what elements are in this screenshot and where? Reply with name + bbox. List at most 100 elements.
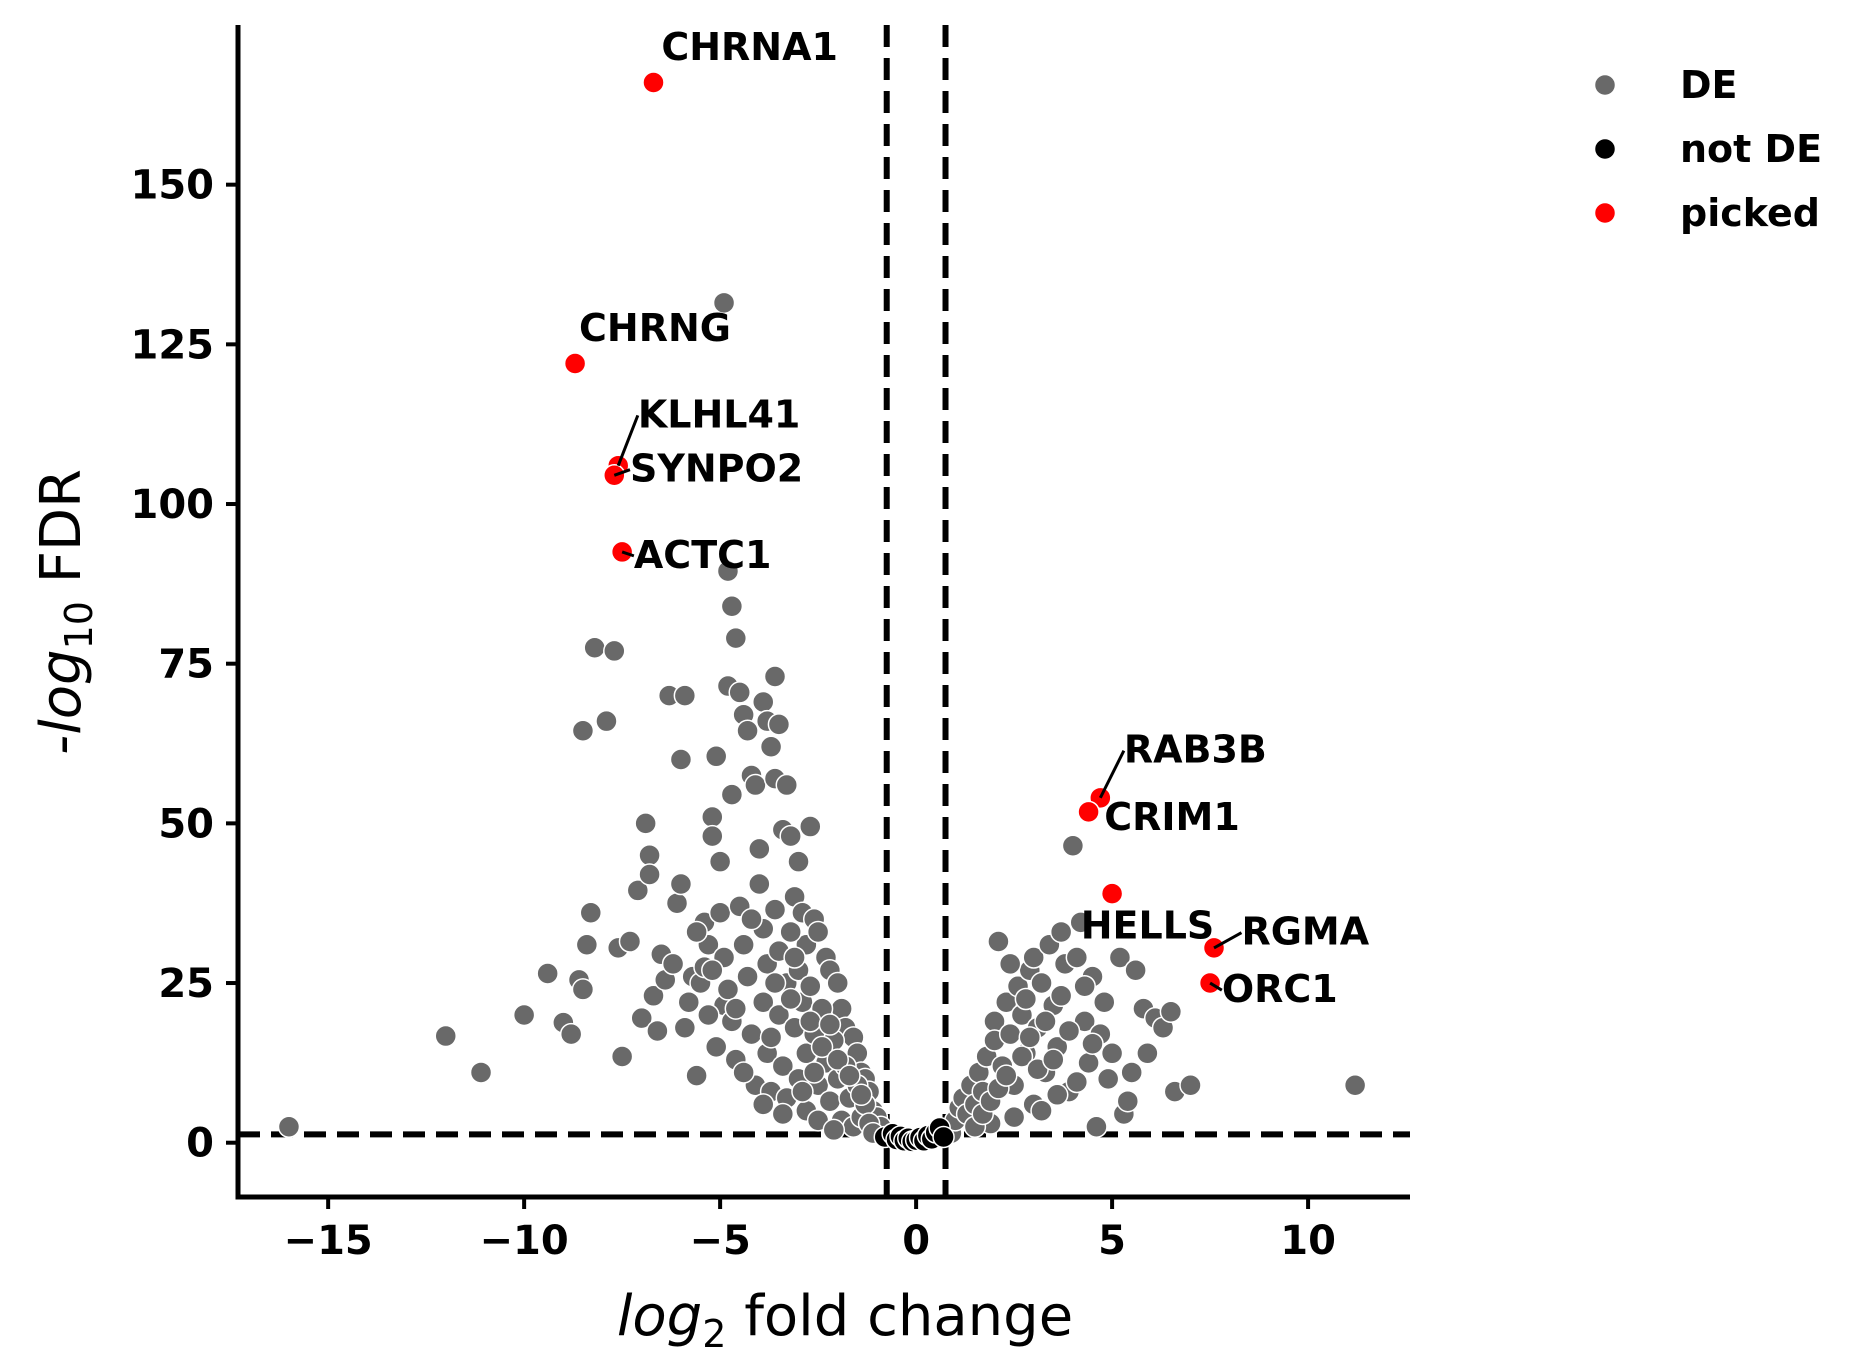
point-de-142 bbox=[810, 1035, 834, 1059]
gene-label-actc1: ACTC1 bbox=[634, 533, 772, 577]
legend-marker-not-de bbox=[1593, 137, 1617, 161]
point-de-106 bbox=[763, 898, 787, 921]
gene-label-rgma: RGMA bbox=[1241, 910, 1369, 954]
point-de-4 bbox=[536, 962, 559, 985]
point-de-22 bbox=[638, 863, 661, 886]
point-de-92 bbox=[716, 978, 740, 1001]
point-de-226 bbox=[1065, 1070, 1089, 1094]
point-de-30 bbox=[669, 748, 693, 771]
point-de-54 bbox=[736, 719, 759, 743]
point-de-181 bbox=[1030, 971, 1053, 995]
point-de-11 bbox=[583, 636, 606, 659]
point-picked-1 bbox=[563, 352, 587, 375]
point-de-57 bbox=[748, 837, 771, 861]
legend-marker-picked bbox=[1593, 201, 1617, 225]
y-tick-label: 150 bbox=[131, 163, 215, 209]
point-de-211 bbox=[1179, 1073, 1202, 1097]
point-de-153 bbox=[779, 987, 802, 1011]
axes bbox=[235, 25, 1410, 1200]
data-points bbox=[277, 71, 1367, 1153]
point-de-20 bbox=[634, 812, 657, 835]
x-axis-ticks: −15 −10 −5 0 5 10 bbox=[284, 1197, 1336, 1264]
point-de-32 bbox=[673, 684, 697, 707]
point-de-24 bbox=[646, 1019, 669, 1043]
point-de-61 bbox=[763, 665, 787, 688]
x-tick-label: −15 bbox=[284, 1218, 373, 1264]
x-axis-label: log2 fold change bbox=[617, 1284, 1073, 1356]
point-de-23 bbox=[642, 984, 665, 1008]
point-de-146 bbox=[732, 1061, 755, 1084]
point-de-46 bbox=[716, 559, 740, 583]
point-de-102 bbox=[751, 990, 775, 1014]
point-de-87 bbox=[673, 1016, 697, 1039]
point-de-137 bbox=[724, 997, 748, 1020]
y-tick-label: 125 bbox=[131, 322, 215, 368]
point-de-71 bbox=[799, 815, 822, 838]
point-de-6 bbox=[559, 1022, 583, 1046]
point-de-178 bbox=[1022, 946, 1045, 969]
point-de-47 bbox=[720, 594, 744, 618]
point-de-97 bbox=[736, 965, 759, 988]
y-axis-label: -log10 FDR bbox=[29, 469, 101, 755]
annotation-line-synpo2 bbox=[613, 468, 631, 477]
point-de-2 bbox=[469, 1061, 493, 1084]
point-picked-7 bbox=[1100, 882, 1124, 905]
point-de-42 bbox=[704, 745, 728, 768]
point-de-223 bbox=[1042, 1048, 1065, 1071]
point-de-218 bbox=[1002, 1105, 1026, 1129]
point-de-50 bbox=[720, 783, 744, 806]
gene-label-orc1: ORC1 bbox=[1222, 967, 1338, 1011]
point-de-145 bbox=[849, 1083, 873, 1107]
point-not-de-14 bbox=[932, 1125, 955, 1149]
gene-label-hells: HELLS bbox=[1081, 903, 1215, 947]
threshold-lines bbox=[238, 25, 1410, 1197]
x-tick-label: −5 bbox=[689, 1218, 750, 1264]
point-de-17 bbox=[618, 930, 642, 953]
point-de-98 bbox=[740, 1022, 763, 1046]
point-de-96 bbox=[732, 933, 755, 956]
point-de-193 bbox=[1077, 1051, 1100, 1075]
point-de-198 bbox=[1096, 1067, 1120, 1091]
point-de-29 bbox=[665, 891, 689, 915]
point-de-8 bbox=[571, 978, 595, 1001]
point-de-31 bbox=[669, 872, 693, 896]
point-de-52 bbox=[728, 681, 751, 704]
point-de-155 bbox=[818, 1013, 842, 1036]
point-de-195 bbox=[1085, 1115, 1108, 1138]
point-de-9 bbox=[575, 933, 599, 956]
point-de-186 bbox=[1049, 920, 1073, 944]
point-de-200 bbox=[1108, 946, 1132, 969]
point-de-190 bbox=[1065, 946, 1089, 969]
point-picked-0 bbox=[642, 71, 665, 94]
point-de-28 bbox=[661, 952, 685, 976]
point-de-225 bbox=[1057, 1019, 1081, 1043]
point-de-136 bbox=[701, 959, 724, 982]
point-de-202 bbox=[1116, 1089, 1140, 1113]
point-de-220 bbox=[1018, 1026, 1042, 1049]
point-de-44 bbox=[708, 901, 732, 925]
point-de-119 bbox=[799, 974, 822, 998]
point-de-152 bbox=[759, 1026, 783, 1049]
point-de-172 bbox=[998, 1022, 1022, 1046]
gene-label-synpo2: SYNPO2 bbox=[630, 447, 803, 491]
x-tick-label: 10 bbox=[1280, 1218, 1336, 1264]
point-de-65 bbox=[775, 773, 799, 797]
point-de-41 bbox=[701, 824, 724, 848]
point-de-140 bbox=[783, 946, 806, 969]
point-de-40 bbox=[701, 805, 724, 829]
point-de-89 bbox=[697, 1003, 720, 1027]
point-de-51 bbox=[724, 626, 748, 650]
y-tick-label: 75 bbox=[158, 642, 214, 688]
y-axis-ticks: 0 25 50 75 100 125 150 bbox=[131, 163, 238, 1167]
point-de-191 bbox=[1069, 911, 1092, 934]
annotation-line-actc1 bbox=[621, 550, 635, 558]
legend-marker-de bbox=[1593, 73, 1617, 97]
point-de-12 bbox=[571, 719, 595, 743]
annotation-line-orc1 bbox=[1209, 981, 1223, 992]
legend-label-picked: picked bbox=[1680, 191, 1820, 235]
point-de-16 bbox=[610, 1045, 634, 1068]
x-tick-label: 0 bbox=[902, 1218, 930, 1264]
point-de-56 bbox=[744, 773, 767, 797]
point-de-212 bbox=[1343, 1073, 1367, 1097]
